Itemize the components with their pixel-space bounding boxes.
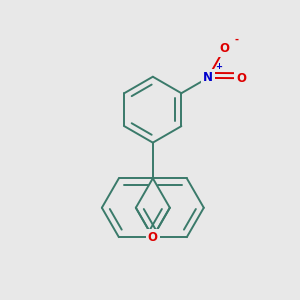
Text: O: O xyxy=(219,42,230,55)
Text: -: - xyxy=(235,34,239,44)
Text: +: + xyxy=(214,62,222,71)
Text: N: N xyxy=(203,71,213,84)
Text: O: O xyxy=(236,72,246,85)
Text: O: O xyxy=(148,231,158,244)
